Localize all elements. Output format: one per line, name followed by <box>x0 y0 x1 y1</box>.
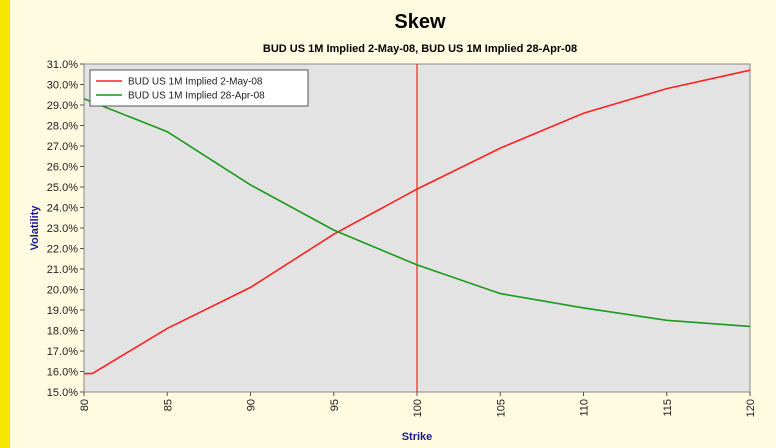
y-axis-label: Volatility <box>29 205 41 251</box>
legend-label: BUD US 1M Implied 28-Apr-08 <box>128 91 265 102</box>
chart-title: Skew <box>394 11 446 33</box>
y-tick-label: 22.0% <box>47 244 78 256</box>
y-tick-label: 17.0% <box>47 346 78 358</box>
legend: BUD US 1M Implied 2-May-08 BUD US 1M Impl… <box>89 69 309 107</box>
x-tick-label: 115 <box>662 399 674 417</box>
series-line-2-may-08 <box>84 69 751 375</box>
y-tick-label: 30.0% <box>47 80 78 92</box>
y-tick-label: 20.0% <box>47 285 78 297</box>
y-tick-label: 28.0% <box>47 121 78 133</box>
y-tick-label: 25.0% <box>47 182 78 194</box>
y-tick-label: 15.0% <box>47 387 78 399</box>
y-tick-label: 24.0% <box>47 203 78 215</box>
y-tick-label: 18.0% <box>47 326 78 338</box>
y-tick-label: 26.0% <box>47 162 78 174</box>
y-tick-label: 21.0% <box>47 264 78 276</box>
y-tick-label: 23.0% <box>47 223 78 235</box>
legend-label: BUD US 1M Implied 2-May-08 <box>128 77 263 88</box>
y-tick-label: 27.0% <box>47 141 78 153</box>
x-tick-label: 105 <box>495 399 507 417</box>
x-tick-label: 90 <box>246 399 258 411</box>
y-tick-label: 29.0% <box>47 100 78 112</box>
y-tick-label: 19.0% <box>47 305 78 317</box>
chart-marks: 15.0% 16.0% 17.0% 18.0% 19.0% 20.0% 21.0% 22.0%… <box>47 59 757 417</box>
chart-subtitle: BUD US 1M Implied 2-May-08, BUD US 1M Im… <box>263 43 577 55</box>
left-border-stripe <box>0 0 10 448</box>
x-tick-label: 110 <box>579 399 591 417</box>
x-tick-label: 85 <box>162 399 174 411</box>
series-line-28-apr-08 <box>83 98 751 328</box>
x-axis-label: Strike <box>402 431 433 443</box>
x-tick-label: 95 <box>329 399 341 411</box>
legend-box <box>89 69 309 107</box>
x-tick-label: 120 <box>745 399 757 417</box>
y-tick-label: 16.0% <box>47 367 78 379</box>
x-tick-label: 80 <box>79 399 91 411</box>
y-tick-label: 31.0% <box>47 59 78 71</box>
x-tick-label: 100 <box>412 399 424 417</box>
